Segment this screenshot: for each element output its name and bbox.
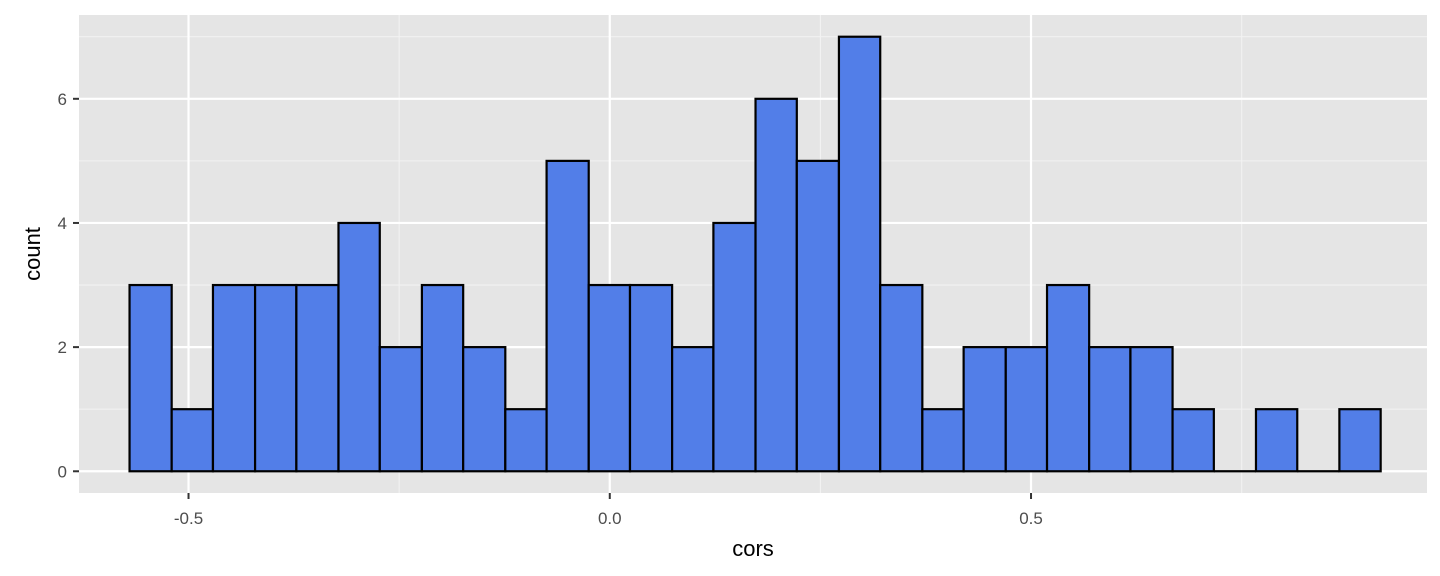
histogram-bar: [837, 35, 882, 473]
histogram-bar: [1004, 346, 1049, 473]
histogram-bar: [128, 283, 173, 473]
histogram-bar: [962, 346, 1007, 473]
histogram-bar: [337, 221, 381, 473]
y-tick-label: 0: [58, 462, 67, 481]
histogram-bar: [295, 283, 340, 473]
histogram-bars: [128, 35, 1382, 473]
y-tick-label: 4: [58, 214, 67, 233]
y-axis-ticks: 0 2 4 6: [58, 90, 79, 481]
histogram-bar: [1088, 346, 1132, 473]
histogram-bar: [211, 283, 257, 473]
histogram-bar: [504, 408, 548, 473]
x-axis-title: cors: [732, 536, 774, 561]
histogram-bar: [795, 159, 841, 473]
histogram-bar: [1338, 408, 1382, 473]
x-axis-ticks: -0.5 0.0 0.5: [174, 493, 1043, 528]
histogram-bar: [921, 408, 965, 473]
y-axis-title: count: [20, 227, 45, 281]
histogram-bar: [879, 283, 924, 473]
histogram-bar: [754, 97, 798, 473]
y-tick-label: 6: [58, 90, 67, 109]
y-tick-label: 2: [58, 338, 67, 357]
histogram-bar: [1129, 346, 1174, 473]
histogram-bar: [628, 283, 674, 473]
histogram-bar: [1045, 283, 1091, 473]
histogram-bar: [1171, 408, 1215, 473]
x-tick-label: 0.5: [1019, 509, 1043, 528]
x-tick-label: 0.0: [598, 509, 622, 528]
histogram-bar: [712, 221, 757, 473]
histogram-bar: [170, 408, 215, 473]
histogram-bar: [587, 283, 632, 473]
x-tick-label: -0.5: [174, 509, 203, 528]
histogram-bar: [545, 159, 590, 473]
histogram-bar: [420, 283, 465, 473]
histogram-bar: [253, 283, 298, 473]
histogram-bar: [378, 346, 423, 473]
histogram-bar: [671, 346, 715, 473]
histogram-bar: [462, 346, 507, 473]
histogram-bar: [1254, 408, 1299, 473]
